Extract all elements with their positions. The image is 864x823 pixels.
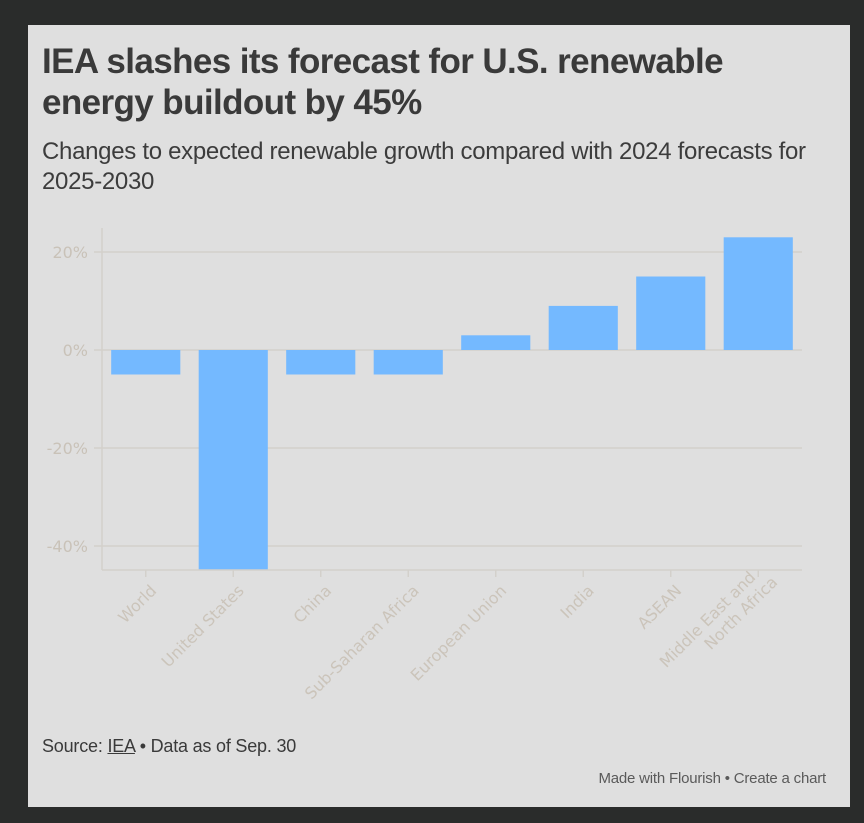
source-link[interactable]: IEA (107, 736, 135, 756)
credit-separator: • (724, 770, 730, 787)
x-tick-label: European Union (407, 581, 511, 685)
axes (101, 228, 802, 577)
create-chart-link[interactable]: Create a chart (733, 770, 826, 787)
x-tick-label-line: China (289, 581, 335, 627)
y-tick-label: -40% (47, 537, 88, 556)
bar-sub-saharan-africa[interactable] (373, 350, 443, 375)
bar-asean[interactable] (636, 276, 706, 351)
chart-subtitle: Changes to expected renewable growth com… (42, 138, 806, 195)
x-tick-label: India (557, 581, 598, 622)
bar-united-states[interactable] (198, 350, 268, 570)
x-tick-label: World (114, 581, 160, 627)
y-tick-label: 20% (52, 243, 88, 262)
x-tick-label-line: World (114, 581, 160, 627)
bars (111, 237, 793, 570)
bar-middle-east-and-north-africa[interactable] (723, 237, 793, 350)
source-prefix: Source: (42, 736, 103, 756)
x-tick-label: United States (158, 581, 248, 671)
bar-european-union[interactable] (461, 335, 531, 350)
chart-card: IEA slashes its forecast for U.S. renewa… (28, 25, 850, 807)
x-tick-label: China (289, 581, 335, 627)
y-tick-labels: 20% 0% -20% -40% (47, 243, 88, 556)
bar-china[interactable] (286, 350, 356, 375)
x-tick-label-line: United States (158, 581, 248, 671)
source-note: Source: IEA • Data as of Sep. 30 (42, 736, 296, 757)
made-with-flourish-link[interactable]: Made with Flourish (598, 770, 721, 787)
x-tick-label-line: ASEAN (634, 581, 686, 633)
x-tick-label-line: European Union (407, 581, 511, 685)
bar-india[interactable] (548, 305, 618, 350)
flourish-credit: Made with Flourish • Create a chart (598, 770, 826, 787)
x-tick-label-line: India (557, 581, 598, 622)
source-suffix: • Data as of Sep. 30 (139, 736, 297, 756)
chart-title: IEA slashes its forecast for U.S. renewa… (42, 42, 724, 122)
y-tick-label: 0% (63, 341, 88, 360)
x-tick-label: ASEAN (634, 581, 686, 633)
y-tick-label: -20% (47, 439, 88, 458)
bar-world[interactable] (111, 350, 181, 375)
